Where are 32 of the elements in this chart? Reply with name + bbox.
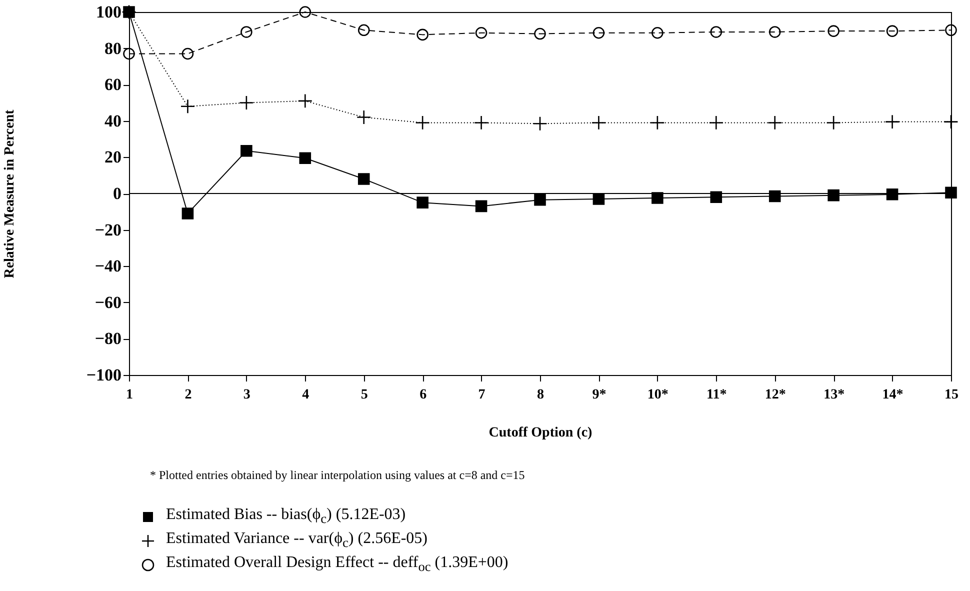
- y-tick-label: 100: [96, 2, 122, 22]
- y-tick-label: 40: [104, 111, 122, 130]
- y-tick-label: 80: [104, 38, 122, 58]
- y-tick-label: −80: [94, 329, 122, 348]
- y-tick-label: 20: [104, 148, 122, 167]
- x-tick-label: 13*: [824, 388, 845, 402]
- legend-label: Estimated Overall Design Effect -- deff$_{oc}$ (1.39E+00): [166, 554, 508, 576]
- text: * Plotted entries obtained by linear interpolation using values at c=8 and c=15: [150, 468, 525, 483]
- x-tick-label: 4: [302, 388, 310, 402]
- x-tick-label: 2: [184, 388, 192, 402]
- y-tick-label: 60: [104, 75, 122, 94]
- x-tick-label: 11*: [706, 388, 727, 402]
- x-tick-label: 9*: [592, 388, 606, 402]
- x-tick-label: 15: [944, 388, 958, 402]
- x-tick-label: 5: [360, 388, 368, 402]
- x-tick-label: 14*: [882, 388, 904, 402]
- x-tick-label: 3: [243, 388, 250, 402]
- legend-label: Estimated Variance -- var(ϕ$_{c}$) (2.56E-05): [166, 530, 428, 552]
- y-tick-label: −60: [94, 292, 122, 312]
- y-tick-label: −40: [94, 256, 122, 276]
- y-tick-label: 0: [113, 184, 122, 203]
- x-tick-label: 6: [420, 388, 427, 402]
- y-tick-label: −20: [94, 220, 122, 240]
- x-tick-label: 8: [537, 388, 544, 402]
- x-tick-label: 12*: [764, 388, 786, 402]
- x-axis-title: Cutoff Option (c): [488, 426, 593, 440]
- y-axis-title: Relative Measure in Percent: [2, 109, 18, 278]
- legend-label: Estimated Bias -- bias(ϕ$_{c}$) (5.12E-03): [166, 506, 406, 528]
- x-tick-label: 1: [126, 388, 133, 402]
- y-tick-label: −100: [86, 366, 122, 384]
- x-tick-label: 10*: [647, 388, 668, 402]
- x-tick-label: 7: [478, 388, 486, 402]
